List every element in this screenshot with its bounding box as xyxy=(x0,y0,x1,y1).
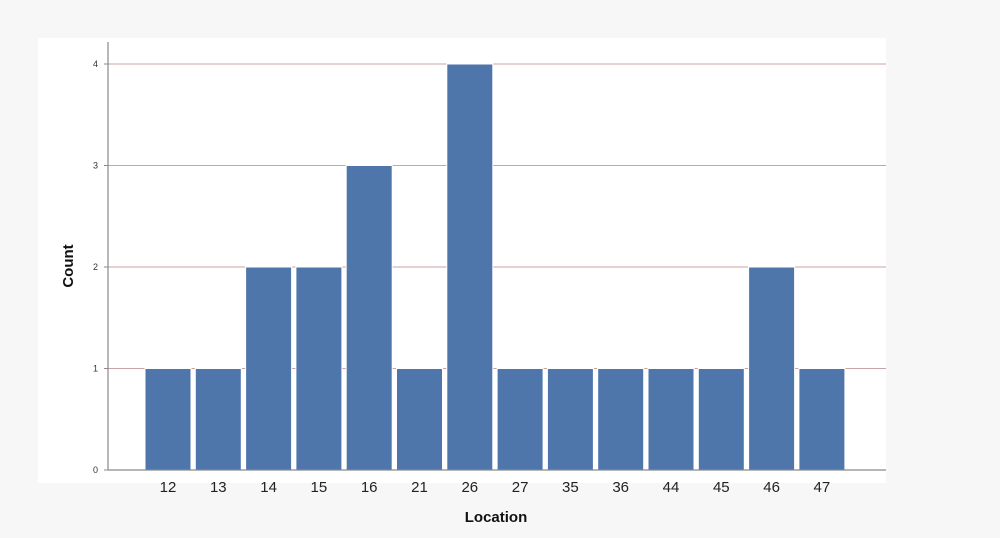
bar-46 xyxy=(748,266,796,471)
x-tick-label: 16 xyxy=(361,479,378,496)
x-tick-label: 35 xyxy=(562,479,579,496)
x-tick-label: 12 xyxy=(160,479,177,496)
y-axis-title: Count xyxy=(60,244,77,287)
bar-13 xyxy=(194,368,242,471)
y-axis-ticks: 0 1 2 3 4 xyxy=(93,59,108,475)
x-tick-label: 45 xyxy=(713,479,730,496)
bar-14 xyxy=(245,266,293,471)
x-tick-label: 46 xyxy=(763,479,780,496)
x-tick-label: 27 xyxy=(512,479,529,496)
bar-21 xyxy=(396,368,443,471)
x-tick-label: 13 xyxy=(210,479,227,496)
bar-16 xyxy=(345,165,393,471)
x-tick-label: 36 xyxy=(612,479,629,496)
y-tick-label: 1 xyxy=(93,364,98,374)
bar-35 xyxy=(546,368,594,471)
bar-12 xyxy=(144,368,192,471)
y-tick-label: 3 xyxy=(93,161,98,171)
bar-47 xyxy=(798,368,846,471)
bar-44 xyxy=(647,368,695,471)
axes xyxy=(107,42,886,471)
bar-36 xyxy=(597,368,645,471)
bar-27 xyxy=(496,368,544,471)
x-tick-label: 44 xyxy=(663,479,680,496)
bar-15 xyxy=(295,266,343,471)
x-tick-label: 47 xyxy=(814,479,831,496)
y-tick-label: 2 xyxy=(93,262,98,272)
y-tick-label: 0 xyxy=(93,465,98,475)
bar-45 xyxy=(697,368,745,471)
x-tick-label: 14 xyxy=(260,479,277,496)
x-tick-label: 15 xyxy=(311,479,328,496)
y-tick-label: 4 xyxy=(93,59,98,69)
x-tick-label: 26 xyxy=(461,479,478,496)
bar-26 xyxy=(446,63,494,471)
x-axis-title: Location xyxy=(465,509,528,526)
x-tick-label: 21 xyxy=(411,479,428,496)
x-axis-ticks: 12 13 14 15 16 21 26 27 35 36 44 45 46 47 xyxy=(160,479,831,496)
